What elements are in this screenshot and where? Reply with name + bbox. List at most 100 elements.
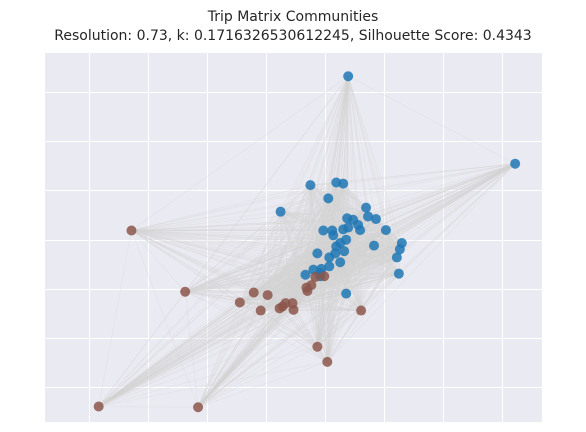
edge-1031 [324, 242, 403, 277]
edge-670 [357, 224, 401, 250]
edge-38 [319, 76, 349, 277]
edge-1588 [285, 274, 306, 304]
edge-1828 [197, 361, 328, 408]
edge-1734 [185, 291, 362, 311]
edge-368 [280, 211, 398, 258]
edge-1382 [267, 257, 397, 296]
edge-1624 [131, 230, 308, 292]
edge-162 [184, 184, 311, 293]
edge-1720 [307, 290, 362, 311]
edge-1627 [131, 230, 268, 296]
edge-362 [280, 211, 337, 247]
edge-709 [347, 227, 375, 246]
edge-1825 [98, 346, 318, 407]
edge-597 [279, 219, 354, 309]
point-community-1-7 [248, 287, 259, 298]
edge-1698 [239, 287, 307, 303]
edge-1022 [321, 242, 402, 270]
edge-1364 [197, 248, 401, 408]
edge-1545 [282, 273, 399, 307]
edge-1337 [321, 248, 400, 270]
edge-94 [398, 163, 516, 274]
edge-200 [328, 182, 337, 258]
edge-1673 [316, 276, 325, 347]
edge-858 [313, 229, 344, 270]
edge-1780 [285, 302, 362, 311]
edge-825 [185, 229, 361, 293]
edge-967 [98, 230, 324, 407]
edge-1628 [131, 230, 241, 303]
edge-372 [280, 211, 321, 274]
edge-1657 [98, 276, 316, 407]
edge-1255 [253, 253, 336, 293]
edge-1586 [267, 274, 306, 296]
edge-1230 [343, 251, 362, 311]
edge-232 [98, 182, 337, 407]
edge-1727 [185, 291, 240, 303]
point-community-0-38 [300, 269, 311, 280]
edge-901 [313, 229, 387, 270]
edge-1391 [317, 257, 398, 347]
edge-677 [357, 224, 400, 274]
edge-1162 [98, 242, 341, 407]
edge-1617 [319, 276, 328, 362]
edge-1042 [279, 242, 403, 309]
edge-551 [316, 216, 369, 347]
edge-80 [346, 163, 516, 241]
edge-291 [328, 197, 367, 208]
edge-1691 [311, 285, 328, 362]
edge-1710 [185, 290, 308, 293]
edge-201 [316, 182, 337, 254]
edge-1320 [253, 253, 318, 293]
edge-345 [280, 207, 367, 213]
edge-111 [279, 163, 516, 309]
edge-157 [309, 185, 316, 278]
edge-1773 [98, 302, 241, 407]
edge-64 [280, 163, 516, 213]
edge-1515 [185, 269, 314, 293]
edge-1544 [292, 273, 399, 304]
edge-1789 [292, 302, 362, 311]
edge-34 [312, 76, 349, 270]
point-community-0-29 [394, 244, 405, 255]
edge-1449 [326, 266, 330, 362]
edge-324 [131, 197, 329, 231]
edge-1361 [317, 249, 401, 347]
edge-502 [98, 217, 348, 407]
edge-1041 [282, 242, 403, 307]
edge-1327 [293, 253, 318, 310]
edge-5 [280, 76, 349, 212]
edge-603 [98, 219, 354, 407]
edge-18 [331, 76, 349, 231]
edge-1379 [307, 257, 398, 292]
edge-1053 [344, 245, 375, 252]
edge-661 [357, 224, 402, 244]
edge-1807 [98, 307, 280, 407]
edge-348 [280, 211, 354, 221]
chart-subtitle: Resolution: 0.73, k: 0.1716326530612245,… [54, 28, 532, 44]
edge-134 [310, 184, 324, 231]
edge-391 [279, 211, 281, 309]
edge-851 [317, 229, 344, 254]
edge-815 [359, 229, 400, 274]
edge-1690 [310, 285, 318, 347]
edge-1646 [267, 276, 316, 296]
edge-91 [321, 163, 516, 270]
edge-1608 [239, 275, 321, 303]
edge-231 [326, 182, 337, 362]
edge-22 [339, 76, 349, 244]
edge-1619 [197, 275, 321, 408]
edge-1341 [345, 248, 401, 294]
edge-1584 [185, 274, 306, 293]
edge-301 [328, 198, 387, 231]
edge-1818 [98, 310, 261, 407]
edge-1565 [239, 293, 347, 303]
edge-378 [131, 211, 281, 231]
edge-1214 [131, 230, 345, 252]
edge-1791 [292, 302, 328, 363]
edge-1530 [346, 273, 400, 294]
edge-344 [197, 198, 329, 408]
edge-95 [345, 163, 516, 294]
edge-1358 [293, 248, 401, 311]
edge-17 [322, 76, 349, 231]
